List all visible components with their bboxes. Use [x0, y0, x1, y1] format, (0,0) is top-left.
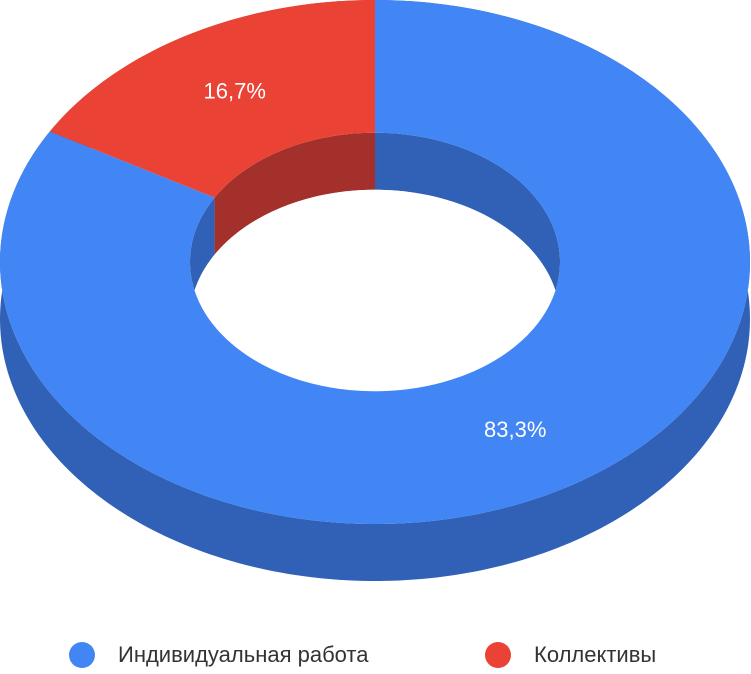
slice [0, 0, 750, 524]
legend-swatch [485, 642, 511, 668]
legend-label: Коллективы [534, 642, 656, 667]
data-label: 16,7% [204, 78, 266, 103]
legend-swatch [69, 642, 95, 668]
legend-label: Индивидуальная работа [118, 642, 369, 667]
data-label: 83,3% [484, 417, 546, 442]
slice [49, 0, 375, 198]
slice-inner-side [214, 132, 375, 255]
